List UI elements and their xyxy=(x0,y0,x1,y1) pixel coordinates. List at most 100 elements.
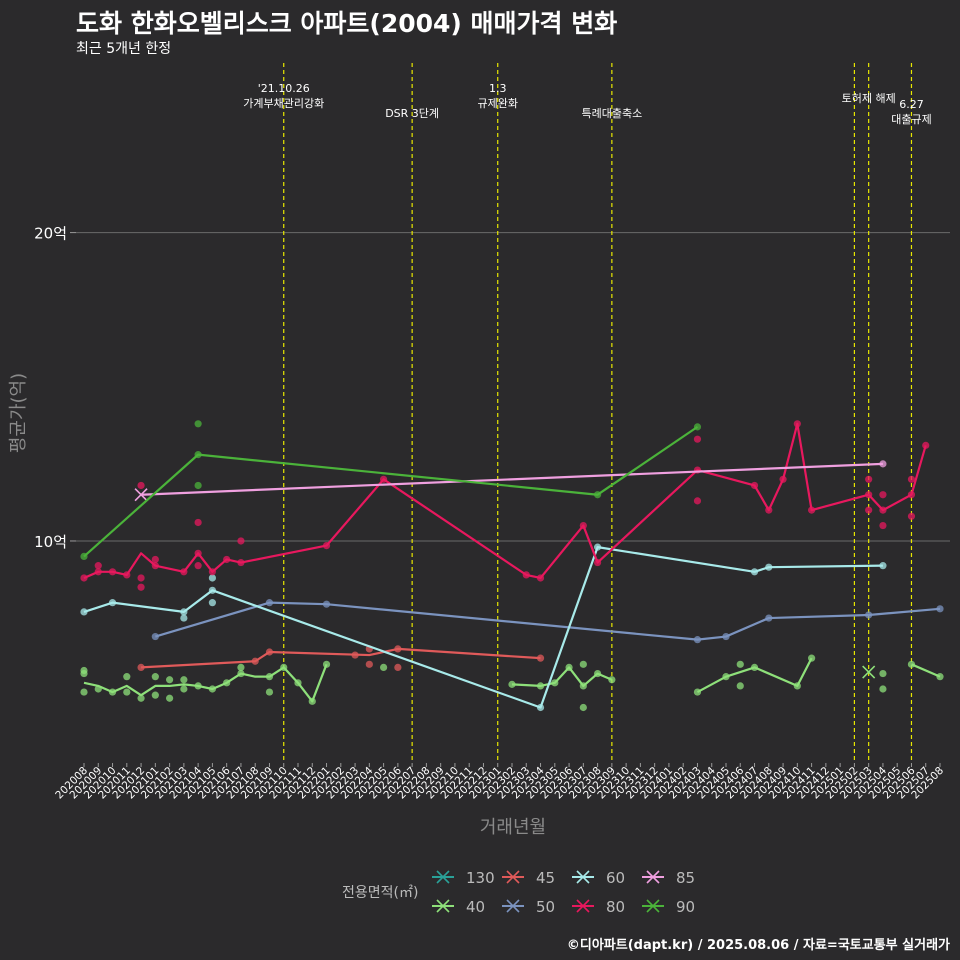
data-point xyxy=(879,506,887,514)
data-point xyxy=(936,673,944,681)
y-tick-label: 20억 xyxy=(34,225,67,243)
legend-swatch-x xyxy=(506,870,520,884)
data-point xyxy=(594,543,602,551)
data-point xyxy=(180,685,188,693)
data-point-x xyxy=(134,488,148,502)
data-point xyxy=(194,451,202,459)
event-label: '21.10.26 xyxy=(258,82,310,95)
event-label: 6.27 xyxy=(899,98,924,111)
data-point xyxy=(123,571,131,579)
data-point xyxy=(280,663,288,672)
legend-label: 40 xyxy=(466,898,485,916)
data-point xyxy=(693,636,702,644)
data-point xyxy=(123,688,131,696)
data-point xyxy=(208,685,216,693)
data-point xyxy=(208,574,216,582)
data-point xyxy=(536,703,545,712)
data-point xyxy=(793,682,801,690)
data-point xyxy=(765,506,773,514)
legend-label: 80 xyxy=(606,898,625,916)
data-point xyxy=(793,420,801,428)
data-point xyxy=(779,475,787,483)
source-caption: ©디아파트(dapt.kr) / 2025.08.06 / 자료=국토교통부 실… xyxy=(566,938,950,953)
data-point xyxy=(108,568,117,576)
data-point xyxy=(922,441,930,449)
data-point xyxy=(750,568,759,576)
data-point xyxy=(750,663,759,672)
data-point xyxy=(736,660,744,668)
data-point xyxy=(508,680,516,688)
data-point xyxy=(594,491,602,499)
event-label: 가계부채관리강화 xyxy=(243,97,324,110)
data-point xyxy=(579,682,587,690)
data-point xyxy=(565,663,573,672)
chart-subtitle: 최근 5개년 한정 xyxy=(76,41,172,57)
legend-item-40: 40 xyxy=(432,898,485,916)
data-point xyxy=(251,657,259,665)
legend-item-50: 50 xyxy=(502,898,555,916)
event-label: DSR 3단계 xyxy=(385,107,439,120)
data-point xyxy=(80,666,88,675)
data-point xyxy=(137,694,145,702)
legend-swatch-x xyxy=(576,870,590,884)
data-point xyxy=(579,660,587,668)
y-axis-title: 평균가(억) xyxy=(8,373,29,453)
data-point xyxy=(237,537,245,545)
event-label: 특례대출축소 xyxy=(581,107,642,120)
legend-swatch-x xyxy=(436,899,450,913)
data-point-x xyxy=(862,665,876,679)
legend-item-80: 80 xyxy=(572,898,625,916)
data-point xyxy=(180,614,188,622)
data-point xyxy=(380,663,388,672)
data-point xyxy=(380,475,388,483)
data-point xyxy=(865,506,873,514)
chart-title: 도화 한화오벨리스크 아파트(2004) 매매가격 변화 xyxy=(76,9,618,38)
legend-item-45: 45 xyxy=(502,869,555,887)
series-line xyxy=(83,546,883,709)
data-point xyxy=(151,673,159,681)
event-label: 대출규제 xyxy=(891,113,931,126)
data-point xyxy=(594,558,602,567)
data-point xyxy=(765,563,773,571)
data-point xyxy=(936,605,944,613)
data-point xyxy=(265,648,274,656)
data-point xyxy=(551,679,559,687)
data-point xyxy=(194,562,202,570)
legend-title: 전용면적(㎡) xyxy=(342,885,418,901)
data-point xyxy=(265,599,274,607)
data-point xyxy=(907,512,916,520)
data-point xyxy=(180,568,188,576)
data-point xyxy=(151,691,159,699)
event-label: 규제완화 xyxy=(477,97,517,110)
data-point xyxy=(265,688,274,696)
series-line xyxy=(911,663,941,678)
data-point xyxy=(879,460,887,468)
legend-item-130: 130 xyxy=(432,869,495,887)
data-point xyxy=(865,611,873,619)
data-point xyxy=(865,491,873,499)
data-point xyxy=(879,685,887,693)
data-point xyxy=(137,663,145,672)
series-line xyxy=(83,425,699,558)
data-point xyxy=(879,521,887,530)
legend-swatch-x xyxy=(576,899,590,913)
legend-swatch-x xyxy=(436,870,450,884)
series-line xyxy=(141,462,883,496)
data-point xyxy=(536,682,545,690)
data-point xyxy=(94,562,102,570)
data-point xyxy=(108,599,117,607)
legend-label: 45 xyxy=(536,869,555,887)
legend-swatch-x xyxy=(506,899,520,913)
event-label: 1.3 xyxy=(489,82,507,95)
data-point xyxy=(237,663,245,672)
data-point xyxy=(237,669,245,678)
data-point xyxy=(536,574,545,582)
data-point xyxy=(265,673,274,681)
series-60 xyxy=(80,543,887,712)
data-point xyxy=(693,435,702,443)
series-80 xyxy=(80,420,930,591)
x-axis-title: 거래년월 xyxy=(480,817,546,838)
data-point xyxy=(137,574,145,582)
data-point xyxy=(80,574,88,582)
legend-label: 130 xyxy=(466,869,495,887)
